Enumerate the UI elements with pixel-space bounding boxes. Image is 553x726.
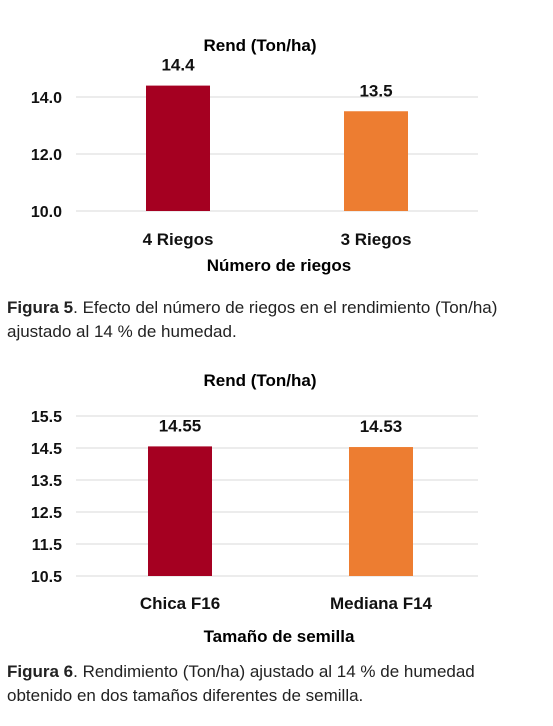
data-label: 14.4 <box>161 56 195 75</box>
x-axis-ticks: Chica F16 Mediana F14 <box>140 594 433 613</box>
figure-caption: Figura 6. Rendimiento (Ton/ha) ajustado … <box>7 660 537 708</box>
x-axis-title: Tamaño de semilla <box>204 627 355 646</box>
chart-title: Rend (Ton/ha) <box>204 36 317 55</box>
y-tick-label: 15.5 <box>31 409 62 426</box>
y-tick-label: 12.0 <box>31 147 62 164</box>
bar <box>344 111 408 211</box>
bar <box>349 447 413 576</box>
x-axis-title: Número de riegos <box>207 256 352 275</box>
x-tick-label: 4 Riegos <box>143 230 214 249</box>
x-tick-label: Mediana F14 <box>330 594 433 613</box>
x-axis-ticks: 4 Riegos 3 Riegos <box>143 230 412 249</box>
data-label: 14.53 <box>360 417 403 436</box>
caption-label: Figura 6 <box>7 662 74 681</box>
x-tick-label: 3 Riegos <box>341 230 412 249</box>
figure-caption: Figura 5. Efecto del número de riegos en… <box>7 296 537 344</box>
chart-riegos: Rend (Ton/ha) 10.0 12.0 14.0 14.4 13.5 4 Ri… <box>0 0 553 300</box>
bars <box>148 446 413 576</box>
y-tick-label: 10.0 <box>31 204 62 221</box>
x-tick-label: Chica F16 <box>140 594 220 613</box>
y-tick-label: 13.5 <box>31 473 62 490</box>
y-tick-label: 12.5 <box>31 505 62 522</box>
y-axis-ticks: 10.5 11.5 12.5 13.5 14.5 15.5 <box>31 409 62 586</box>
caption-text: . Rendimiento (Ton/ha) ajustado al 14 % … <box>7 662 475 705</box>
bar <box>146 85 210 211</box>
chart-title: Rend (Ton/ha) <box>204 371 317 390</box>
y-tick-label: 14.0 <box>31 90 62 107</box>
chart-semilla: Rend (Ton/ha) 10.5 11.5 12.5 13.5 14.5 15.5 1… <box>0 360 553 660</box>
y-axis-ticks: 10.0 12.0 14.0 <box>31 90 62 221</box>
chart-riegos-svg: Rend (Ton/ha) 10.0 12.0 14.0 14.4 13.5 4 Ri… <box>31 36 478 275</box>
gridlines <box>76 415 478 577</box>
chart-semilla-svg: Rend (Ton/ha) 10.5 11.5 12.5 13.5 14.5 15.5 1… <box>31 371 478 646</box>
gridlines <box>76 96 478 212</box>
y-tick-label: 14.5 <box>31 441 62 458</box>
bar <box>148 446 212 576</box>
caption-text: . Efecto del número de riegos en el rend… <box>7 298 498 341</box>
y-tick-label: 11.5 <box>32 537 62 554</box>
bars <box>146 85 408 211</box>
data-label: 13.5 <box>359 81 392 100</box>
caption-label: Figura 5 <box>7 298 74 317</box>
y-tick-label: 10.5 <box>31 569 62 586</box>
data-label: 14.55 <box>159 416 202 435</box>
value-labels: 14.55 14.53 <box>159 416 403 436</box>
value-labels: 14.4 13.5 <box>161 56 392 101</box>
